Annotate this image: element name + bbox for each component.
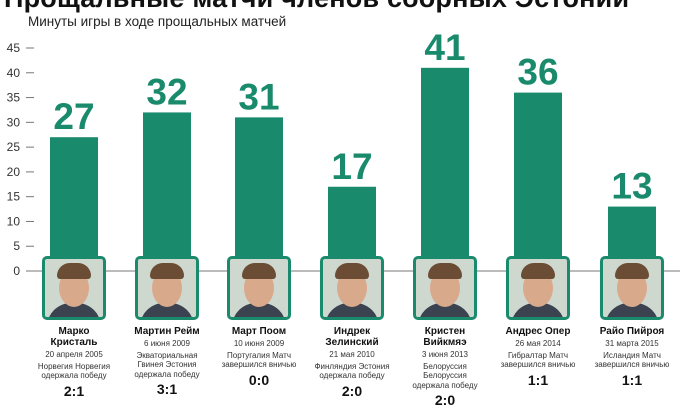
player-name: Кристен Вийкмяэ <box>423 326 467 348</box>
bar-value-label: 17 <box>331 146 372 187</box>
player-card: Март Поом 10 июня 2009 Португалия Матч зав… <box>219 256 299 388</box>
bar-value-label: 13 <box>611 166 652 207</box>
y-tick-label: 0 <box>13 264 20 278</box>
match-details: Белоруссия Белоруссия одержала победу <box>412 361 478 390</box>
player-name: Андрес Опер <box>505 326 571 337</box>
player-photo <box>227 256 291 320</box>
player-photo <box>600 256 664 320</box>
bar-chart: 0 5 10 15 20 25 30 35 40 45 27 32 31 17 41 36 13 <box>7 27 680 278</box>
y-tick-label: 25 <box>7 140 21 154</box>
y-tick-label: 15 <box>7 190 21 204</box>
portrait-hair <box>57 263 91 279</box>
bar <box>50 137 98 271</box>
y-tick-label: 35 <box>7 91 21 105</box>
portrait-shoulders <box>325 303 379 317</box>
player-name: Индрек Зелинский <box>325 326 379 348</box>
match-date: 3 июня 2013 <box>422 350 468 359</box>
bar <box>143 112 191 271</box>
match-score: 1:1 <box>621 371 643 388</box>
player-card: Индрек Зелинский 21 мая 2010 Финляндия Эст… <box>312 256 392 399</box>
player-photo <box>42 256 106 320</box>
player-card: Андрес Опер 26 мая 2014 Гибралтар Матч зав… <box>498 256 578 388</box>
player-photo <box>320 256 384 320</box>
player-name: Марко Кристаль <box>50 326 98 348</box>
match-details: Исландия Матч завершился вничью <box>594 350 670 370</box>
match-date: 26 мая 2014 <box>515 339 561 348</box>
player-card: Кристен Вийкмяэ 3 июня 2013 Белоруссия Бел… <box>405 256 485 408</box>
match-score: 1:1 <box>527 371 549 388</box>
y-tick-label: 45 <box>7 41 21 55</box>
match-details: Финляндия Эстония одержала победу <box>314 361 390 381</box>
bar <box>514 92 562 271</box>
y-tick-label: 40 <box>7 66 21 80</box>
portrait-hair <box>242 263 276 279</box>
chart-subtitle: Минуты игры в ходе прощальных матчей <box>28 14 287 29</box>
match-score: 2:0 <box>434 392 456 408</box>
player-photo <box>135 256 199 320</box>
bar-value-label: 41 <box>424 27 465 68</box>
match-date: 6 июня 2009 <box>144 339 190 348</box>
match-date: 20 апреля 2005 <box>45 350 103 359</box>
player-card: Марко Кристаль 20 апреля 2005 Норвегия Нор… <box>34 256 114 399</box>
match-details: Норвегия Норвегия одержала победу <box>37 361 111 381</box>
portrait-hair <box>615 263 649 279</box>
portrait-hair <box>150 263 184 279</box>
y-tick-label: 30 <box>7 115 21 129</box>
bar-value-label: 32 <box>146 71 187 112</box>
match-date: 21 мая 2010 <box>329 350 375 359</box>
player-name: Райо Пийроя <box>599 326 665 337</box>
portrait-shoulders <box>140 303 194 317</box>
y-tick-label: 10 <box>7 214 21 228</box>
y-tick-label: 20 <box>7 165 21 179</box>
match-date: 31 марта 2015 <box>605 339 659 348</box>
chart-title: Прощальные матчи членов сборных Эстонии <box>4 0 629 14</box>
portrait-shoulders <box>232 303 286 317</box>
player-card: Мартин Рейм 6 июня 2009 Экваториальная Гви… <box>127 256 207 397</box>
match-details: Португалия Матч завершился вничью <box>221 350 297 370</box>
bar-value-label: 31 <box>238 76 279 117</box>
player-card: Райо Пийроя 31 марта 2015 Исландия Матч за… <box>592 256 672 388</box>
bar <box>235 117 283 271</box>
match-details: Гибралтар Матч завершился вничью <box>500 350 576 370</box>
match-details: Экваториальная Гвинея Эстония одержала п… <box>134 350 200 379</box>
player-photo <box>413 256 477 320</box>
portrait-shoulders <box>47 303 101 317</box>
match-date: 10 июня 2009 <box>233 339 285 348</box>
portrait-shoulders <box>418 303 472 317</box>
bar <box>421 67 469 271</box>
portrait-hair <box>521 263 555 279</box>
bar-value-label: 36 <box>517 52 558 93</box>
match-score: 2:0 <box>341 382 363 399</box>
bar-value-label: 27 <box>53 96 94 137</box>
match-score: 3:1 <box>156 381 178 397</box>
portrait-hair <box>428 263 462 279</box>
match-score: 0:0 <box>248 371 270 388</box>
y-tick-label: 5 <box>13 239 20 253</box>
portrait-shoulders <box>605 303 659 317</box>
match-score: 2:1 <box>63 382 85 399</box>
player-photo <box>506 256 570 320</box>
portrait-shoulders <box>511 303 565 317</box>
player-name: Мартин Рейм <box>134 326 200 337</box>
player-name: Март Поом <box>231 326 287 337</box>
portrait-hair <box>335 263 369 279</box>
